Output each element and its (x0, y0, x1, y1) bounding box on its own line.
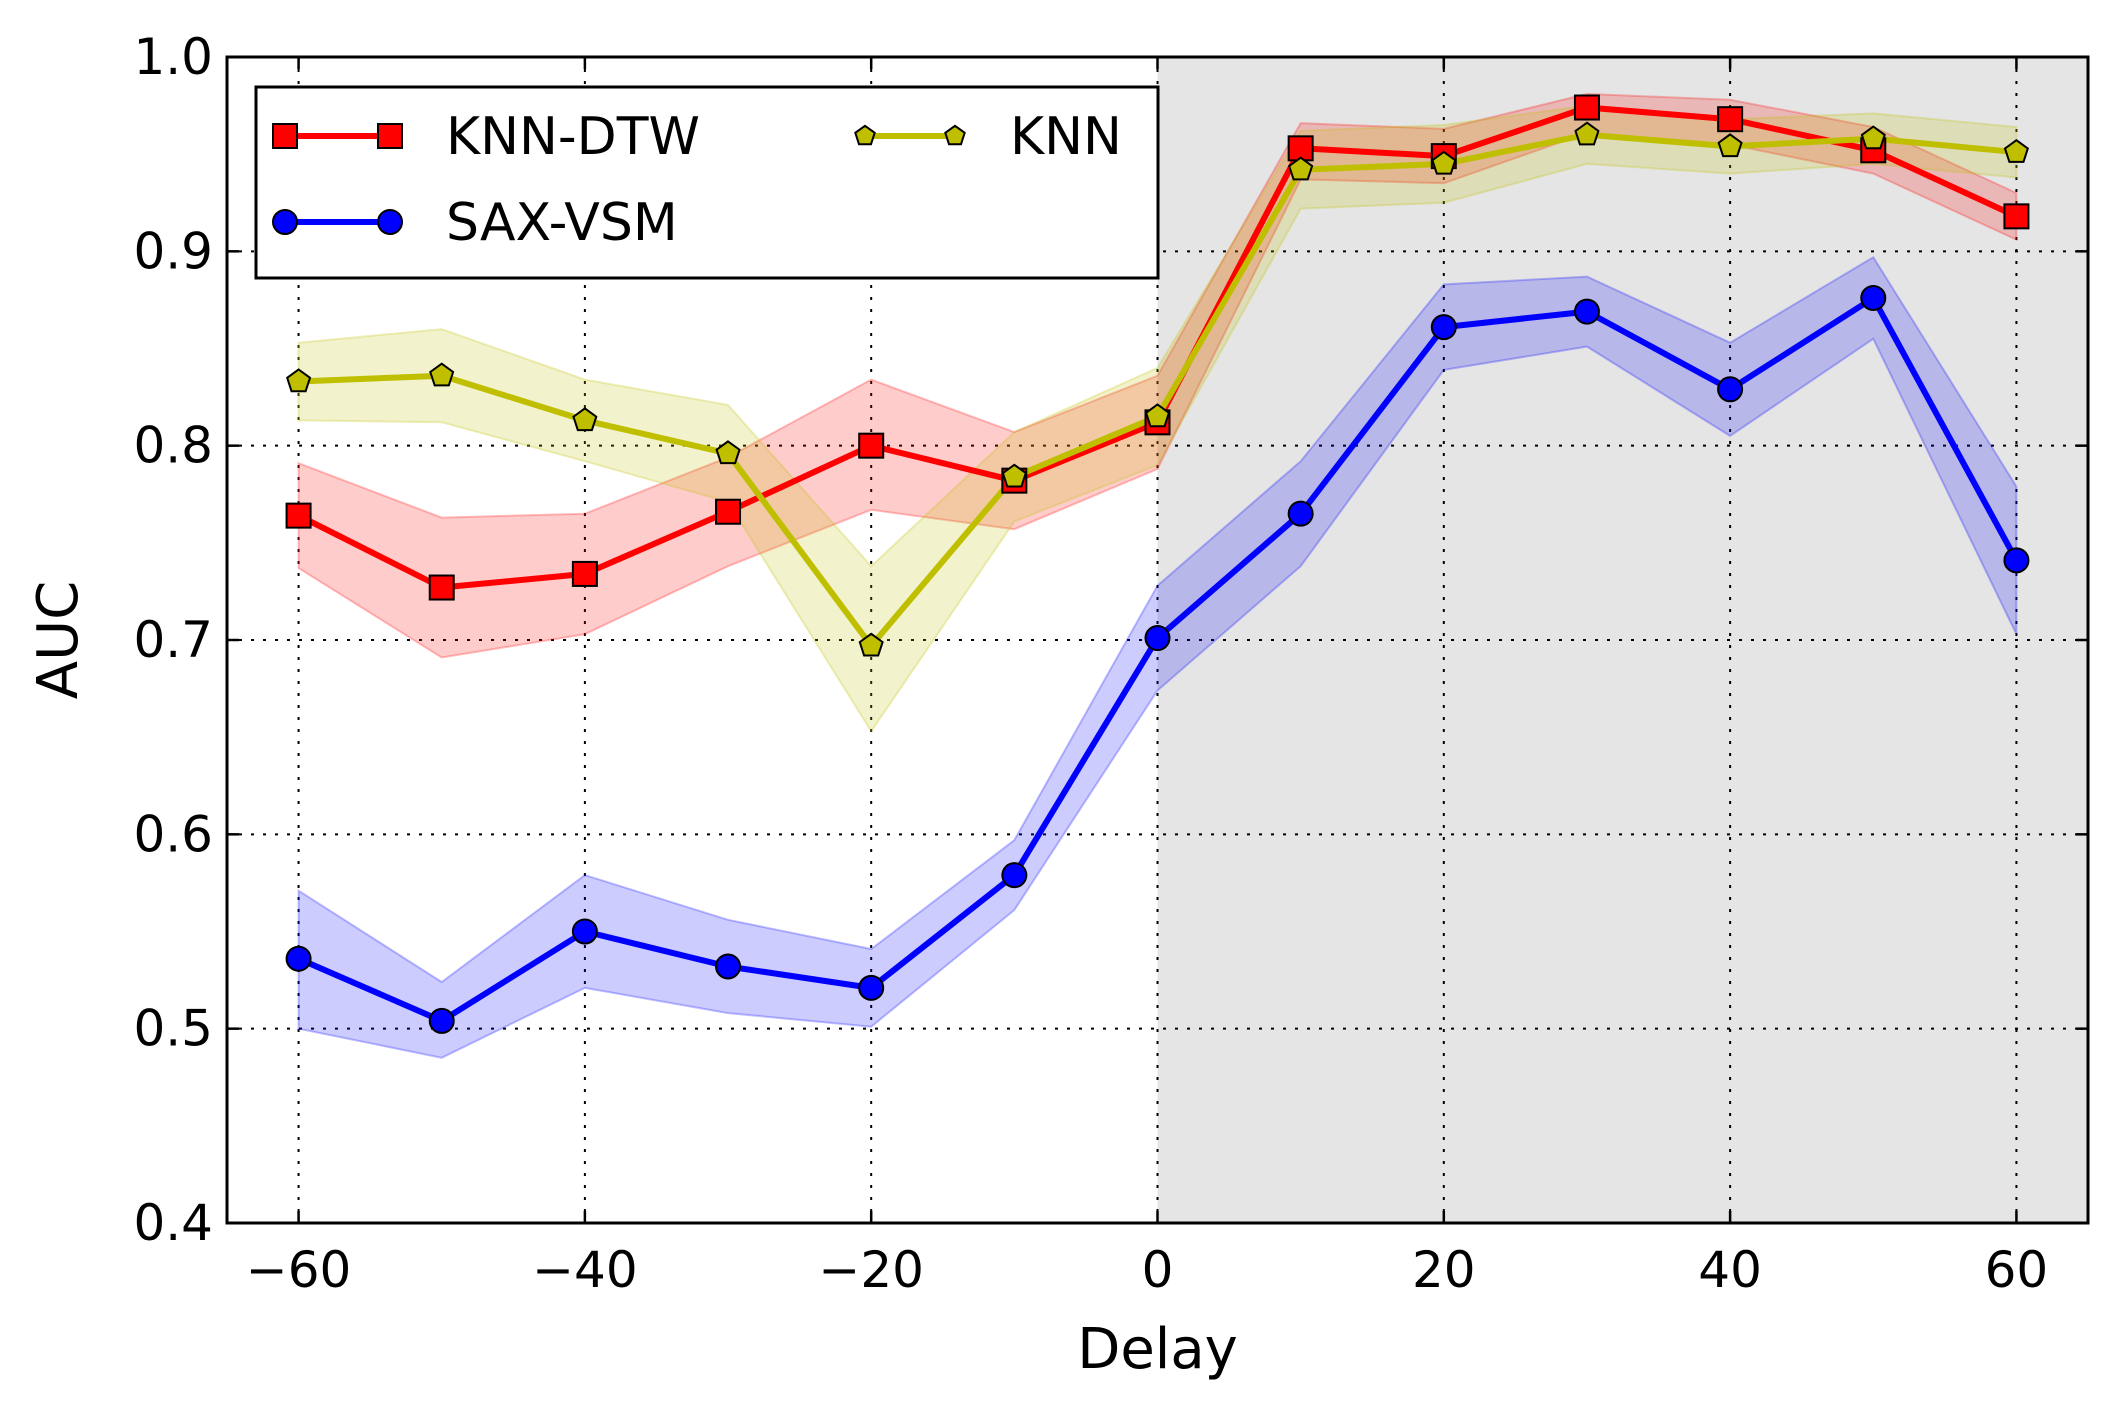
series-markers (285, 94, 2030, 1034)
sax-vsm-point (285, 945, 312, 972)
sax-vsm-point (2003, 547, 2030, 574)
knn-dtw-point (2003, 203, 2030, 230)
y-tick-label: 0.7 (133, 611, 213, 669)
knn-dtw-point (428, 574, 455, 601)
knn-dtw-point (285, 502, 312, 529)
x-tick-label: −40 (532, 1241, 638, 1299)
knn-dtw-point (1717, 106, 1744, 133)
tick-labels: −60 −40 −20 0 20 40 60 0.4 0.5 0.6 0.7 0.8 0.9 1.0 (133, 28, 2048, 1299)
knn-point (858, 632, 884, 657)
x-tick-label: −20 (818, 1241, 924, 1299)
knn-point (286, 368, 312, 393)
y-axis-label: AUC (26, 581, 91, 699)
knn-dtw-point (715, 498, 742, 525)
y-tick-label: 0.4 (133, 1194, 213, 1252)
knn-point (1144, 403, 1171, 428)
legend-marker-knn-dtw (272, 123, 298, 149)
knn-dtw-point (571, 560, 598, 587)
knn-point (1717, 133, 1743, 158)
sax-vsm-point (1430, 314, 1457, 341)
sax-vsm-point (1287, 500, 1314, 527)
sax-vsm-point (715, 953, 742, 980)
sax-vsm-band (297, 255, 2018, 1059)
legend-marker-knn (854, 124, 876, 146)
legend-box (254, 85, 1160, 280)
y-tick-label: 1.0 (133, 28, 213, 86)
axis-ticks (227, 55, 2088, 1225)
sax-vsm-point (1860, 284, 1887, 311)
sax-vsm-point (1144, 625, 1171, 652)
knn-point (2003, 138, 2029, 163)
legend-label-knn-dtw: KNN-DTW (446, 107, 700, 167)
sax-vsm-point (1717, 376, 1744, 403)
knn-dtw-point (1573, 94, 1600, 121)
x-axis-label: Delay (1077, 1317, 1238, 1382)
x-tick-label: −60 (246, 1241, 352, 1299)
x-tick-label: 20 (1412, 1241, 1476, 1299)
sax-vsm-point (1001, 862, 1028, 889)
knn-point (715, 440, 741, 465)
legend-label-knn: KNN (1010, 107, 1122, 167)
legend-marker-sax-vsm (377, 209, 403, 235)
x-tick-label: 60 (1985, 1241, 2049, 1299)
knn-point (1001, 463, 1027, 488)
x-tick-label: 40 (1698, 1241, 1762, 1299)
legend-marker-knn-dtw (377, 123, 403, 149)
legend: KNN-DTW KNN SAX-VSM (254, 85, 1160, 280)
sax-vsm-point (571, 918, 598, 945)
y-tick-label: 0.9 (133, 222, 213, 280)
sax-vsm-point (428, 1007, 455, 1034)
knn-point (429, 362, 455, 387)
x-tick-label: 0 (1142, 1241, 1174, 1299)
knn-dtw-point (858, 432, 885, 459)
knn-point (1574, 121, 1600, 146)
y-tick-label: 0.5 (133, 1000, 213, 1058)
legend-label-sax-vsm: SAX-VSM (446, 193, 678, 253)
legend-marker-knn (944, 124, 966, 146)
knn-point (1288, 156, 1314, 181)
knn-point (1860, 125, 1886, 150)
knn-point (572, 407, 598, 432)
legend-marker-sax-vsm (272, 209, 298, 235)
y-tick-label: 0.8 (133, 417, 213, 475)
sax-vsm-point (1573, 298, 1600, 325)
y-tick-label: 0.6 (133, 805, 213, 863)
knn-point (1431, 150, 1457, 175)
sax-vsm-point (858, 974, 885, 1001)
